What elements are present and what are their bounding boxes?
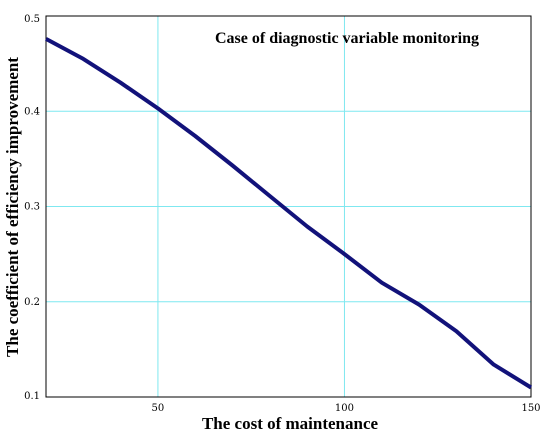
- y-axis-title: The coefficient of efficiency improvemen…: [3, 57, 22, 357]
- y-tick-label: 0.1: [24, 391, 40, 402]
- x-tick-label: 50: [152, 403, 165, 414]
- chart-annotation: Case of diagnostic variable monitoring: [215, 30, 479, 47]
- tick-labels: 50 100 150 0.1 0.2 0.3 0.4 0.5: [24, 14, 540, 414]
- y-tick-label: 0.4: [24, 106, 40, 117]
- y-tick-label: 0.2: [24, 297, 40, 308]
- plot-frame: [45, 15, 532, 398]
- series-line: [45, 37, 533, 390]
- x-tick-label: 150: [521, 403, 540, 414]
- grid: [46, 15, 532, 398]
- y-tick-label: 0.3: [24, 202, 40, 213]
- x-tick-label: 100: [335, 403, 354, 414]
- series-layer: [45, 37, 533, 390]
- x-axis-title: The cost of maintenance: [202, 414, 379, 433]
- y-tick-label: 0.5: [24, 14, 40, 25]
